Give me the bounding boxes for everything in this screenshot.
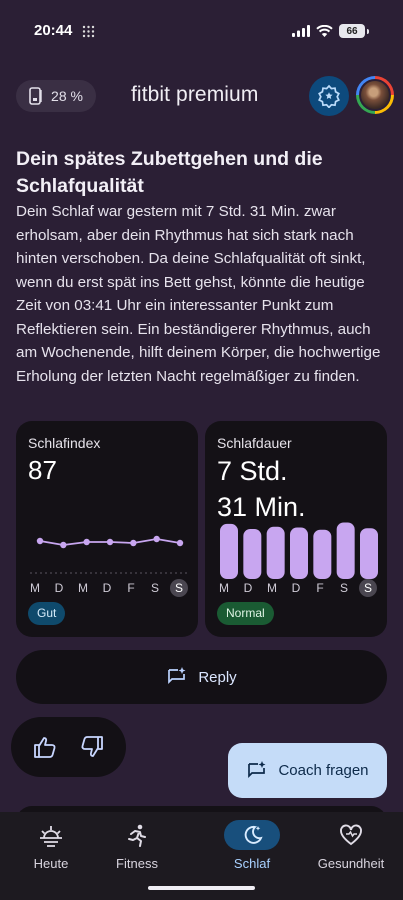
chat-sparkle-icon — [248, 760, 266, 778]
heart-icon — [323, 820, 379, 850]
nav-item-gesundheit[interactable]: Gesundheit — [306, 820, 396, 871]
day-label: D — [291, 581, 301, 595]
bar — [336, 522, 355, 579]
sleep-duration-value: 7 Std. 31 Min. — [217, 453, 306, 525]
day-label: D — [54, 581, 64, 595]
device-battery-pill[interactable]: 28 % — [16, 80, 96, 112]
bar — [313, 529, 332, 579]
avatar-photo — [359, 79, 391, 111]
profile-avatar[interactable] — [356, 76, 394, 114]
wifi-icon — [316, 25, 333, 37]
data-point — [153, 535, 160, 543]
data-point — [106, 538, 114, 546]
bar — [266, 526, 285, 579]
day-label: F — [316, 581, 324, 595]
battery-indicator: 66 — [339, 24, 365, 38]
status-bar: 20:44 66 — [0, 0, 403, 64]
premium-button[interactable] — [309, 76, 349, 116]
sleep-duration-hours: 7 Std. — [217, 456, 288, 486]
data-point — [36, 537, 44, 545]
moon-icon — [224, 820, 280, 850]
sleep-score-title: Schlafindex — [28, 435, 101, 451]
bar — [360, 528, 378, 579]
thumbs-down-icon[interactable] — [78, 735, 104, 759]
day-label: M — [267, 581, 277, 595]
sleep-score-badge: Gut — [28, 602, 66, 625]
sleep-score-value: 87 — [28, 455, 57, 485]
device-battery-percent: 28 % — [51, 88, 83, 104]
sleep-duration-badge: Normal — [217, 602, 274, 625]
day-label: M — [78, 581, 88, 595]
nav-label-heute: Heute — [33, 856, 69, 871]
day-label: M — [219, 581, 229, 595]
coach-label: Coach fragen — [278, 762, 369, 779]
bar — [220, 523, 238, 579]
running-icon — [109, 820, 165, 850]
coach-button[interactable]: Coach fragen — [228, 743, 387, 798]
day-label: S — [170, 579, 188, 597]
sleep-duration-title: Schlafdauer — [217, 435, 292, 451]
status-icons: 66 — [292, 24, 369, 38]
data-point — [176, 539, 184, 547]
reply-button[interactable]: Reply — [16, 650, 387, 704]
dots-grid-icon — [82, 25, 95, 38]
day-label: M — [30, 581, 40, 595]
bar — [243, 528, 262, 579]
sunrise-icon — [23, 820, 79, 850]
day-label: S — [339, 581, 348, 595]
insight-body: Dein Schlaf war gestern mit 7 Std. 31 Mi… — [16, 203, 381, 385]
thumbs-up-icon[interactable] — [33, 735, 59, 759]
day-label: S — [150, 581, 159, 595]
nav-label-schlaf: Schlaf — [233, 856, 271, 871]
nav-item-schlaf[interactable]: Schlaf — [207, 820, 297, 871]
watch-battery-icon — [29, 87, 42, 105]
nav-item-heute[interactable]: Heute — [6, 820, 96, 871]
data-point — [83, 538, 90, 546]
data-point — [60, 541, 67, 549]
home-indicator — [148, 886, 255, 890]
insight-title: Dein spätes Zubettgehen und die Schlafqu… — [16, 148, 323, 197]
bottom-navigation: Heute Fitness Schlaf Gesundheit — [0, 812, 403, 900]
bar — [290, 527, 308, 579]
sleep-duration-bar-chart — [220, 522, 378, 579]
status-time: 20:44 — [34, 22, 73, 39]
day-label: D — [243, 581, 253, 595]
day-label: D — [102, 581, 112, 595]
signal-icon — [292, 25, 310, 37]
sleep-duration-minutes: 31 Min. — [217, 492, 306, 522]
day-label: F — [127, 581, 135, 595]
top-bar: 28 % fitbit premium — [0, 75, 403, 119]
app-brand: fitbit premium — [131, 83, 259, 106]
nav-item-fitness[interactable]: Fitness — [92, 820, 182, 871]
feedback-pill — [11, 717, 126, 777]
reply-label: Reply — [198, 668, 237, 686]
sleep-score-line-chart — [30, 535, 190, 574]
battery-tip — [367, 28, 369, 34]
premium-badge-icon — [318, 84, 340, 108]
day-label: S — [359, 579, 377, 597]
nav-label-gesundheit: Gesundheit — [317, 856, 385, 871]
data-point — [130, 539, 137, 547]
chat-sparkle-icon — [168, 667, 186, 685]
nav-label-fitness: Fitness — [116, 856, 158, 871]
